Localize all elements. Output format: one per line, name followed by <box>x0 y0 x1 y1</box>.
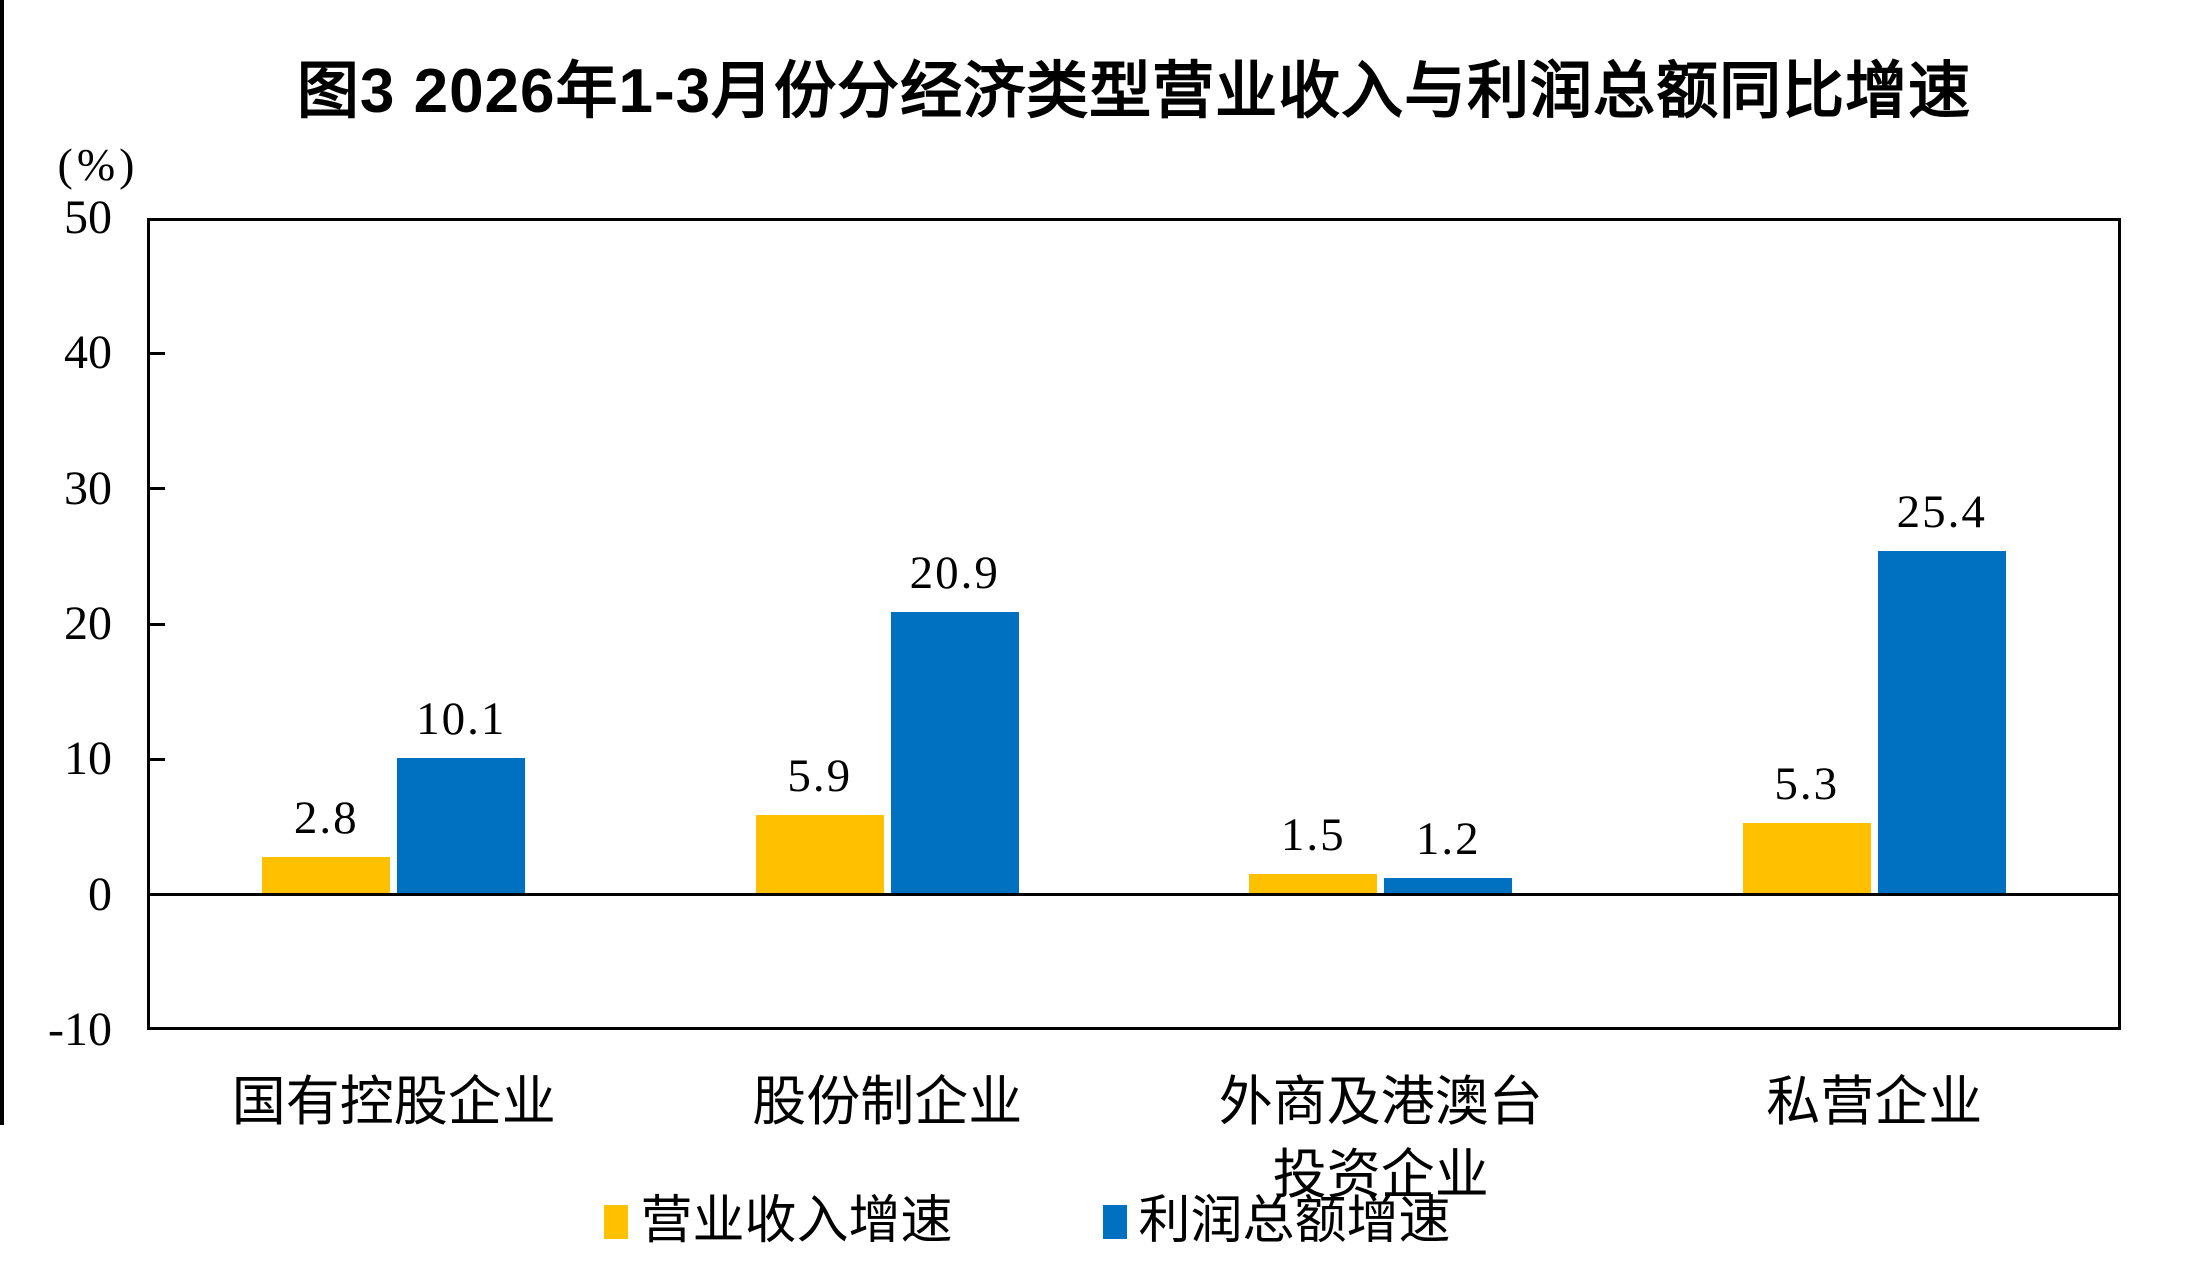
y-axis-tick-mark <box>147 487 165 491</box>
bar-value-label: 2.8 <box>293 791 359 844</box>
legend-swatch-icon <box>1102 1205 1127 1239</box>
legend-label: 利润总额增速 <box>1138 1193 1451 1250</box>
chart-legend: 营业收入增速 利润总额增速 <box>0 1196 2125 1248</box>
legend-label: 营业收入增速 <box>640 1193 953 1250</box>
y-axis-unit-label: (%) <box>57 139 139 190</box>
x-axis-category-label: 私营企业 <box>1766 1072 1983 1132</box>
bar-profit-group4 <box>1877 550 2006 895</box>
bar-profit-group3 <box>1384 878 1513 895</box>
y-axis-tick-label: 10 <box>64 732 112 786</box>
bar-value-label: 1.2 <box>1415 813 1481 866</box>
y-axis-tick-mark <box>147 622 165 626</box>
bar-revenue-group3 <box>1249 874 1378 895</box>
bar-revenue-group2 <box>755 814 884 895</box>
chart-title: 图3 2026年1-3月份分经济类型营业收入与利润总额同比增速 <box>296 57 1972 126</box>
y-axis-tick-mark <box>147 757 165 761</box>
y-axis-tick-label: 30 <box>64 461 112 515</box>
bar-value-label: 25.4 <box>1896 485 1987 538</box>
y-axis-tick-label: 50 <box>64 191 112 244</box>
bar-profit-group2 <box>890 611 1019 895</box>
y-axis-tick-label: -10 <box>48 1003 112 1056</box>
y-axis-tick-label: 20 <box>64 597 112 650</box>
zero-baseline <box>147 893 2121 897</box>
y-axis-tick-label: 0 <box>88 867 112 921</box>
plot-area <box>147 218 2121 1030</box>
x-axis-category-label: 国有控股企业 <box>231 1072 556 1132</box>
bar-value-label: 5.9 <box>787 749 853 802</box>
page-left-border <box>0 0 4 1125</box>
legend-item-profit: 利润总额增速 <box>1102 1193 1451 1250</box>
bar-revenue-group4 <box>1742 822 1871 895</box>
bar-profit-group1 <box>397 757 526 895</box>
y-axis-tick-label: 40 <box>64 326 112 380</box>
x-axis-category-label: 股份制企业 <box>752 1072 1023 1132</box>
y-axis-tick-mark <box>147 351 165 355</box>
legend-swatch-icon <box>604 1205 629 1239</box>
bar-revenue-group1 <box>262 856 391 895</box>
bar-value-label: 10.1 <box>416 692 507 745</box>
bar-value-label: 20.9 <box>909 546 1000 599</box>
x-axis-category-label: 外商及港澳台 投资企业 <box>1218 1072 1543 1205</box>
legend-item-revenue: 营业收入增速 <box>604 1193 953 1250</box>
bar-value-label: 5.3 <box>1774 757 1840 810</box>
bar-value-label: 1.5 <box>1280 809 1346 862</box>
